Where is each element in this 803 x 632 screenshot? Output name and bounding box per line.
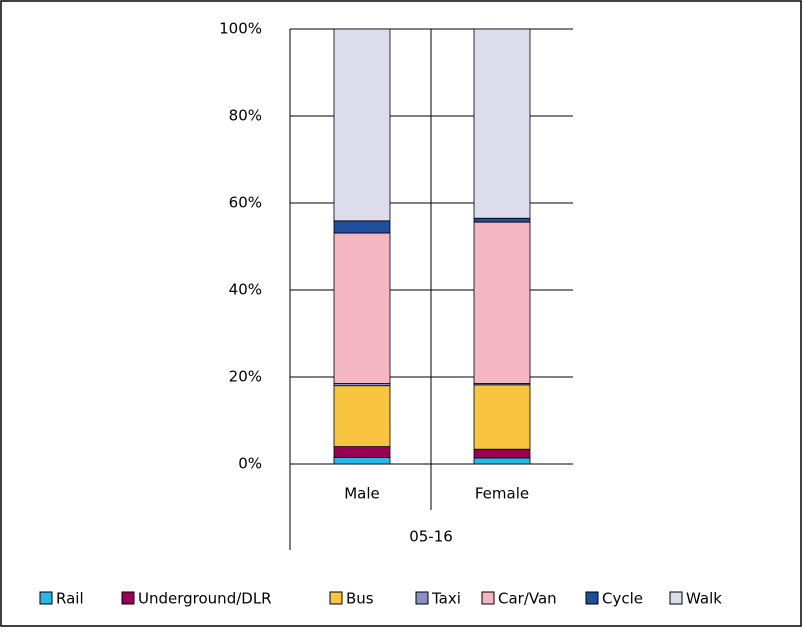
legend-swatch xyxy=(585,591,599,605)
x-tick-label: Female xyxy=(475,485,529,503)
legend-label: Cycle xyxy=(602,590,643,608)
legend-swatch xyxy=(121,591,135,605)
bar-segment xyxy=(333,232,391,384)
bar-segment xyxy=(333,446,391,458)
legend-swatch xyxy=(415,591,429,605)
bar-segment xyxy=(333,28,391,222)
bar-segment xyxy=(333,457,391,465)
bar-segment xyxy=(333,385,391,448)
bar-segment xyxy=(473,221,531,384)
legend-label: Car/Van xyxy=(498,590,557,608)
y-tick-label: 100% xyxy=(219,20,262,38)
x-tick-label: Male xyxy=(344,485,380,503)
bar-segment xyxy=(473,457,531,465)
legend-label: Underground/DLR xyxy=(138,590,272,608)
y-tick-label: 60% xyxy=(229,194,262,212)
bar-segment xyxy=(333,220,391,234)
legend-swatch xyxy=(481,591,495,605)
bar-segment xyxy=(473,448,531,459)
legend-swatch xyxy=(329,591,343,605)
legend-label: Rail xyxy=(56,590,84,608)
group-label: 05-16 xyxy=(409,528,453,546)
legend-label: Bus xyxy=(346,590,374,608)
legend-swatch xyxy=(39,591,53,605)
y-tick-label: 40% xyxy=(229,281,262,299)
bar-segment xyxy=(473,217,531,223)
bar-segment xyxy=(473,28,531,219)
bar-segment xyxy=(473,384,531,450)
y-tick-label: 80% xyxy=(229,107,262,125)
legend-label: Taxi xyxy=(431,590,461,608)
y-tick-label: 0% xyxy=(238,455,262,473)
legend-label: Walk xyxy=(686,590,722,608)
y-tick-label: 20% xyxy=(229,368,262,386)
legend-swatch xyxy=(669,591,683,605)
